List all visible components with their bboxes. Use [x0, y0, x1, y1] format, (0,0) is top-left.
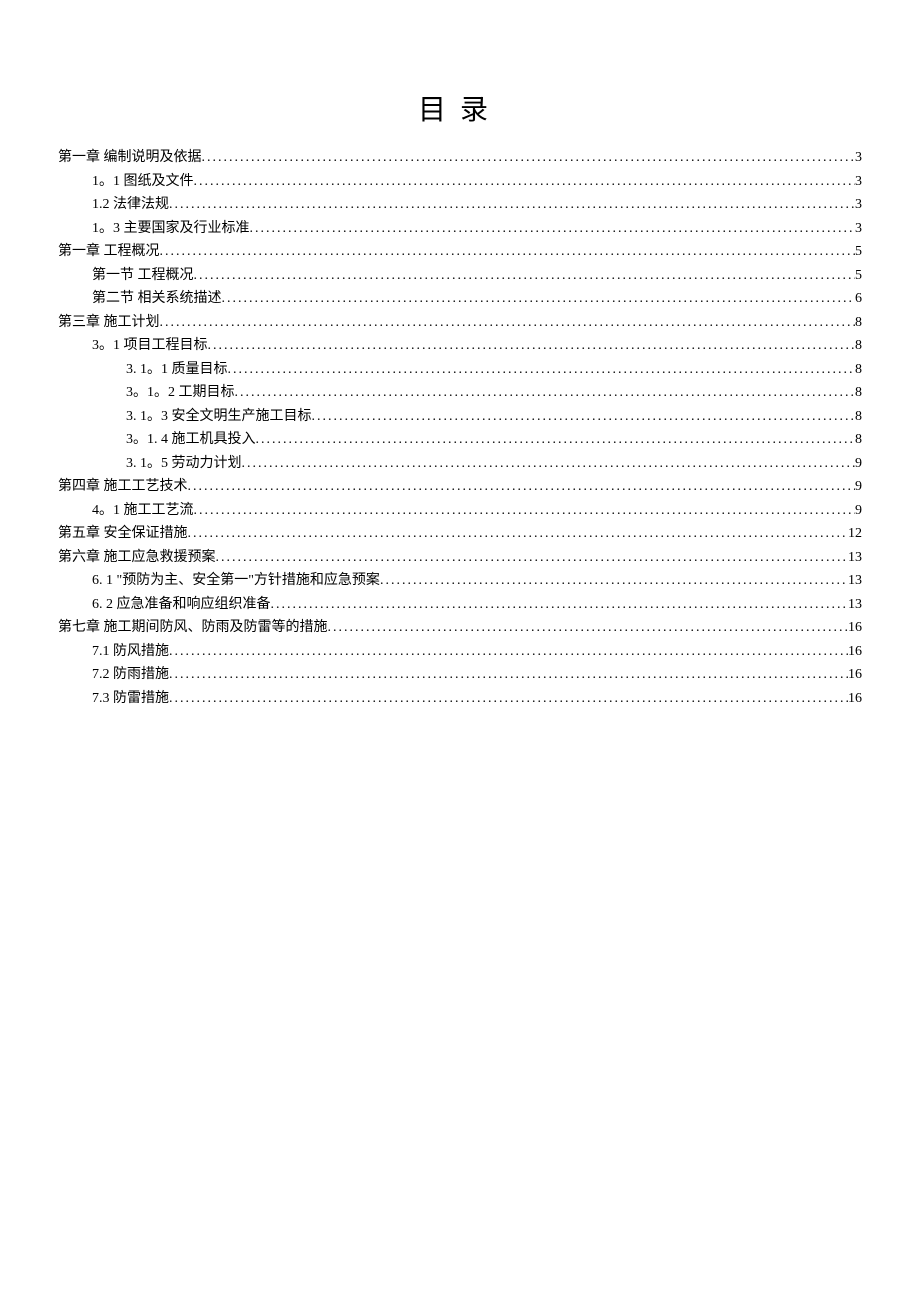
toc-entry-leader [271, 593, 849, 617]
toc-entry-page: 13 [848, 569, 862, 593]
toc-entry-page: 8 [855, 405, 862, 429]
toc-entry: 3. 1。5 劳动力计划 9 [58, 452, 862, 476]
toc-entry-leader [256, 428, 856, 452]
toc-entry: 3。1。2 工期目标 8 [58, 381, 862, 405]
toc-entry-leader [202, 146, 856, 170]
toc-entry-leader [194, 170, 856, 194]
toc-entry-text: 3. 1。1 质量目标 [126, 358, 228, 382]
toc-entry-page: 13 [848, 546, 862, 570]
toc-entry-page: 9 [855, 452, 862, 476]
toc-entry-text: 3. 1。3 安全文明生产施工目标 [126, 405, 312, 429]
toc-entry-text: 3。1 项目工程目标 [92, 334, 208, 358]
toc-entry-page: 3 [855, 193, 862, 217]
toc-entry-text: 第一章 工程概况 [58, 240, 160, 264]
toc-entry: 第四章 施工工艺技术 9 [58, 475, 862, 499]
toc-entry-leader [194, 264, 856, 288]
toc-entry-page: 3 [855, 170, 862, 194]
toc-entry-text: 4。1 施工工艺流 [92, 499, 194, 523]
toc-entry-page: 3 [855, 217, 862, 241]
toc-entry-text: 第四章 施工工艺技术 [58, 475, 188, 499]
toc-entry-page: 8 [855, 428, 862, 452]
toc-entry-page: 16 [848, 687, 862, 711]
toc-entry: 6. 2 应急准备和响应组织准备 13 [58, 593, 862, 617]
toc-entry-page: 6 [855, 287, 862, 311]
document-title: 目录 [58, 88, 862, 128]
toc-entry-leader [312, 405, 856, 429]
toc-entry-leader [169, 640, 848, 664]
toc-entry: 6. 1 "预防为主、安全第一"方针措施和应急预案 13 [58, 569, 862, 593]
toc-entry-text: 1。1 图纸及文件 [92, 170, 194, 194]
toc-entry: 1。1 图纸及文件 3 [58, 170, 862, 194]
toc-entry: 4。1 施工工艺流 9 [58, 499, 862, 523]
toc-entry-text: 7.1 防风措施 [92, 640, 169, 664]
toc-entry: 第一节 工程概况 5 [58, 264, 862, 288]
toc-entry-leader [188, 522, 849, 546]
toc-entry-leader [208, 334, 856, 358]
table-of-contents: 第一章 编制说明及依据31。1 图纸及文件31.2 法律法规31。3 主要国家及… [58, 146, 862, 710]
toc-entry: 3。1. 4 施工机具投入 8 [58, 428, 862, 452]
toc-entry: 第五章 安全保证措施 12 [58, 522, 862, 546]
toc-entry-text: 7.2 防雨措施 [92, 663, 169, 687]
toc-entry-leader [250, 217, 856, 241]
toc-entry: 7.1 防风措施 16 [58, 640, 862, 664]
toc-entry-page: 16 [848, 640, 862, 664]
toc-entry-leader [328, 616, 849, 640]
toc-entry: 第二节 相关系统描述 6 [58, 287, 862, 311]
toc-entry-text: 第三章 施工计划 [58, 311, 160, 335]
toc-entry-leader [242, 452, 856, 476]
toc-entry-text: 7.3 防雷措施 [92, 687, 169, 711]
toc-entry-page: 12 [848, 522, 862, 546]
toc-entry: 7.2 防雨措施 16 [58, 663, 862, 687]
toc-entry-page: 16 [848, 663, 862, 687]
toc-entry-text: 3。1. 4 施工机具投入 [126, 428, 256, 452]
toc-entry-text: 1。3 主要国家及行业标准 [92, 217, 250, 241]
toc-entry-text: 第一节 工程概况 [92, 264, 194, 288]
toc-entry: 3. 1。1 质量目标 8 [58, 358, 862, 382]
toc-entry-page: 8 [855, 311, 862, 335]
toc-entry-page: 5 [855, 264, 862, 288]
toc-entry-leader [216, 546, 849, 570]
toc-entry-page: 13 [848, 593, 862, 617]
toc-entry: 第一章 工程概况 5 [58, 240, 862, 264]
toc-entry-page: 3 [855, 146, 862, 170]
toc-entry-page: 9 [855, 499, 862, 523]
toc-entry-text: 6. 1 "预防为主、安全第一"方针措施和应急预案 [92, 569, 380, 593]
toc-entry-page: 8 [855, 381, 862, 405]
toc-entry-leader [380, 569, 848, 593]
toc-entry-leader [228, 358, 856, 382]
toc-entry-leader [160, 240, 856, 264]
toc-entry-page: 9 [855, 475, 862, 499]
toc-entry-leader [169, 663, 848, 687]
toc-entry-text: 6. 2 应急准备和响应组织准备 [92, 593, 271, 617]
toc-entry-leader [194, 499, 856, 523]
toc-entry: 3。1 项目工程目标 8 [58, 334, 862, 358]
toc-entry-page: 8 [855, 358, 862, 382]
toc-entry: 第七章 施工期间防风、防雨及防雷等的措施 16 [58, 616, 862, 640]
toc-entry-page: 16 [848, 616, 862, 640]
toc-entry-leader [222, 287, 856, 311]
toc-entry-leader [235, 381, 856, 405]
toc-entry-leader [169, 193, 855, 217]
toc-entry-text: 3。1。2 工期目标 [126, 381, 235, 405]
toc-entry: 1。3 主要国家及行业标准 3 [58, 217, 862, 241]
toc-entry: 1.2 法律法规 3 [58, 193, 862, 217]
toc-entry-leader [188, 475, 856, 499]
toc-entry-page: 8 [855, 334, 862, 358]
toc-entry: 7.3 防雷措施 16 [58, 687, 862, 711]
toc-entry-text: 第六章 施工应急救援预案 [58, 546, 216, 570]
toc-entry: 第六章 施工应急救援预案 13 [58, 546, 862, 570]
toc-entry-text: 第五章 安全保证措施 [58, 522, 188, 546]
toc-entry: 3. 1。3 安全文明生产施工目标 8 [58, 405, 862, 429]
toc-entry-text: 第一章 编制说明及依据 [58, 146, 202, 170]
toc-entry-page: 5 [855, 240, 862, 264]
toc-entry-leader [169, 687, 848, 711]
toc-entry-text: 1.2 法律法规 [92, 193, 169, 217]
toc-entry-text: 第七章 施工期间防风、防雨及防雷等的措施 [58, 616, 328, 640]
toc-entry: 第一章 编制说明及依据 3 [58, 146, 862, 170]
toc-entry-leader [160, 311, 856, 335]
toc-entry-text: 第二节 相关系统描述 [92, 287, 222, 311]
toc-entry-text: 3. 1。5 劳动力计划 [126, 452, 242, 476]
toc-entry: 第三章 施工计划 8 [58, 311, 862, 335]
